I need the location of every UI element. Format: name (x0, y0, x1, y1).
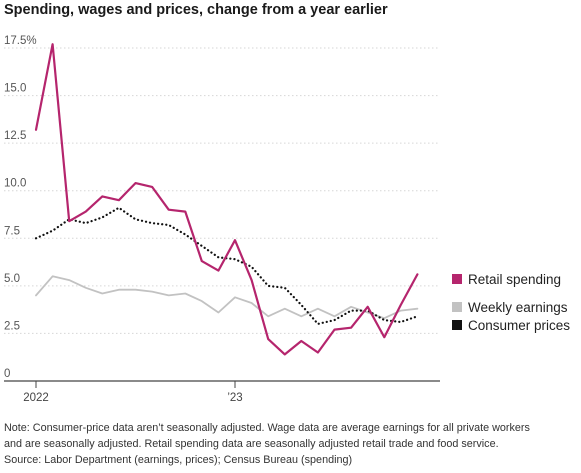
series-line-retail-spending (34, 43, 419, 356)
x-axis-ticks: 2022 ’23 (23, 381, 243, 404)
gridlines (4, 47, 440, 382)
y-tick-label: 17.5% (4, 35, 37, 47)
y-tick-label: 12.5 (4, 130, 26, 142)
x-tick-label: ’23 (227, 392, 242, 404)
x-tick-label: 2022 (23, 392, 49, 404)
legend-swatch (452, 302, 462, 312)
legend-label: Retail spending (468, 272, 561, 287)
legend-swatch (452, 320, 462, 330)
series-line-consumer-prices (34, 206, 419, 325)
y-tick-label: 2.5 (4, 320, 20, 332)
chart-title: Spending, wages and prices, change from … (4, 2, 388, 18)
legend: Retail spending Weekly earnings Consumer p… (452, 272, 570, 333)
series-lines (34, 43, 419, 356)
legend-label: Consumer prices (468, 318, 570, 333)
legend-label: Weekly earnings (468, 300, 568, 315)
series-line-weekly-earnings (35, 275, 419, 320)
chart-notes: Note: Consumer-price data aren’t seasona… (4, 420, 578, 468)
y-axis-ticks: 0 2.5 5.0 7.5 10.0 12.5 15.0 17.5% (4, 35, 37, 380)
source-line: Source: Labor Department (earnings, pric… (4, 454, 353, 466)
note-line: Note: Consumer-price data aren’t seasona… (4, 422, 530, 434)
note-line: and are seasonally adjusted. Retail spen… (4, 438, 499, 450)
y-tick-label: 10.0 (4, 178, 26, 190)
y-tick-label: 7.5 (4, 225, 20, 237)
y-tick-label: 15.0 (4, 83, 26, 95)
y-tick-label: 5.0 (4, 273, 20, 285)
legend-swatch (452, 274, 462, 284)
y-tick-label: 0 (4, 368, 10, 380)
